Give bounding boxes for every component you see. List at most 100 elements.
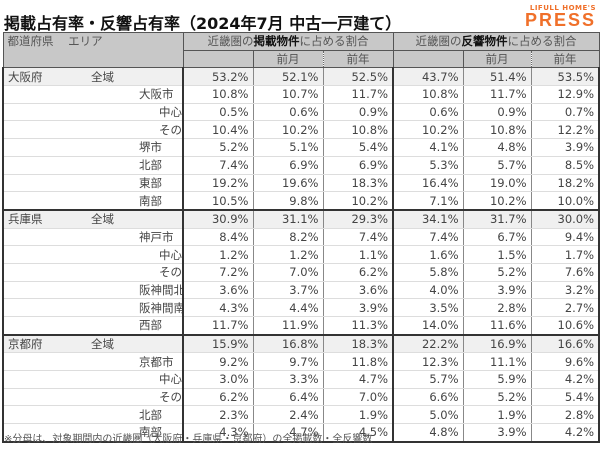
table-row: 兵庫県 全域 30.9% 31.1% 29.3% 34.1% 31.7% 30.0% (2, 209, 600, 229)
area-cell: 阪神間北部 (87, 281, 183, 300)
logo-big-text: PRESS (524, 10, 596, 30)
listing-prev-month-cell: 2.4% (252, 405, 323, 425)
listing-share-cell: 4.3% (182, 423, 253, 443)
listing-prev-month-cell: 19.6% (252, 174, 323, 193)
response-prev-month-cell: 5.9% (462, 370, 532, 389)
listing-prev-month-cell: 52.1% (252, 67, 323, 87)
lifull-homes-press-logo: LIFULL HOME'S PRESS (524, 4, 596, 30)
area-cell: 北部 (87, 405, 183, 425)
pref-cell (2, 298, 87, 317)
response-prev-month-cell: 31.7% (462, 209, 532, 229)
header-listing-current (182, 50, 254, 69)
table-row: 阪神間北部3.6%3.7%3.6%4.0%3.9%3.2% (2, 281, 600, 300)
listing-prev-year-cell: 3.9% (322, 298, 394, 317)
response-share-cell: 14.0% (392, 316, 464, 336)
area-cell: 中心6区 (87, 370, 183, 389)
share-table: 都道府県 エリア 近畿圏の掲載物件に占める割合 近畿圏の反響物件に占める割合 前… (2, 31, 600, 443)
header-listing-share: 近畿圏の掲載物件に占める割合 (182, 32, 394, 51)
listing-prev-year-cell: 5.4% (322, 138, 394, 157)
response-share-cell: 5.3% (392, 156, 464, 175)
header-listing-prev-month: 前月 (252, 49, 324, 69)
listing-share-cell: 4.3% (182, 298, 253, 317)
pref-cell (2, 138, 87, 157)
listing-prev-month-cell: 9.7% (252, 352, 323, 372)
pref-cell (2, 405, 87, 425)
response-prev-year-cell: 16.6% (530, 334, 600, 354)
listing-share-cell: 7.4% (182, 156, 253, 175)
area-cell: 北部 (87, 156, 183, 175)
table-row: 中心6区3.0%3.3%4.7%5.7%5.9%4.2% (2, 370, 600, 389)
response-share-cell: 4.8% (392, 423, 464, 443)
response-prev-year-cell: 0.7% (530, 103, 600, 122)
response-share-cell: 5.0% (392, 405, 464, 425)
listing-share-cell: 8.4% (182, 228, 253, 247)
response-prev-year-cell: 3.9% (530, 138, 600, 157)
response-share-cell: 3.5% (392, 298, 464, 317)
listing-prev-month-cell: 4.4% (252, 298, 323, 317)
listing-share-cell: 1.2% (182, 245, 253, 264)
area-cell: 大阪市 (87, 85, 183, 104)
listing-prev-month-cell: 4.7% (252, 423, 323, 443)
response-prev-month-cell: 1.5% (462, 245, 532, 264)
response-share-cell: 7.4% (392, 228, 464, 247)
pref-cell (2, 388, 87, 407)
response-share-cell: 5.8% (392, 263, 464, 282)
header-response-prev-month: 前月 (462, 49, 532, 69)
response-prev-year-cell: 1.7% (530, 245, 600, 264)
response-prev-year-cell: 9.4% (530, 228, 600, 247)
pref-cell (2, 423, 87, 443)
response-share-cell: 22.2% (392, 334, 464, 354)
response-prev-year-cell: 5.4% (530, 388, 600, 407)
listing-share-cell: 0.5% (182, 103, 253, 122)
listing-prev-year-cell: 52.5% (322, 67, 394, 87)
header-response-prev-year: 前年 (531, 49, 600, 69)
listing-prev-year-cell: 3.6% (322, 281, 394, 300)
response-share-cell: 10.2% (392, 120, 464, 140)
response-prev-month-cell: 0.9% (462, 103, 532, 122)
table-row: 北部 7.4% 6.9% 6.9% 5.3% 5.7% 8.5% (2, 156, 600, 175)
area-cell: 阪神間南部 (87, 298, 183, 317)
area-cell: 西部 (87, 316, 183, 336)
listing-share-cell: 11.7% (182, 316, 253, 336)
area-cell: 南部 (87, 423, 183, 443)
response-share-cell: 4.0% (392, 281, 464, 300)
table-row: その他区7.2%7.0%6.2%5.8%5.2%7.6% (2, 263, 600, 282)
listing-prev-year-cell: 7.4% (322, 228, 394, 247)
listing-prev-year-cell: 10.2% (322, 191, 394, 211)
pref-cell (2, 85, 87, 104)
listing-prev-month-cell: 3.7% (252, 281, 323, 300)
response-prev-year-cell: 7.6% (530, 263, 600, 282)
area-cell: その他区 (87, 263, 183, 282)
response-prev-year-cell: 2.8% (530, 405, 600, 425)
response-prev-year-cell: 53.5% (530, 67, 600, 87)
listing-share-cell: 3.0% (182, 370, 253, 389)
response-prev-year-cell: 12.2% (530, 120, 600, 140)
response-share-cell: 34.1% (392, 209, 464, 229)
area-cell: 東部 (87, 174, 183, 193)
listing-prev-year-cell: 11.7% (322, 85, 394, 104)
listing-prev-year-cell: 6.2% (322, 263, 394, 282)
listing-prev-year-cell: 4.7% (322, 370, 394, 389)
response-prev-month-cell: 11.1% (462, 352, 532, 372)
table-row: 南部 10.5% 9.8% 10.2% 7.1% 10.2% 10.0% (2, 191, 600, 211)
response-prev-year-cell: 3.2% (530, 281, 600, 300)
pref-cell: 大阪府 (2, 67, 87, 87)
table-row: 南部 4.3% 4.7% 4.5% 4.8% 3.9% 4.2% (2, 423, 600, 443)
area-cell: 堺市 (87, 138, 183, 157)
table-row: 西部 11.7% 11.9% 11.3% 14.0% 11.6% 10.6% (2, 316, 600, 336)
listing-prev-year-cell: 7.0% (322, 388, 394, 407)
response-prev-month-cell: 10.8% (462, 120, 532, 140)
table-row: 堺市 5.2% 5.1% 5.4% 4.1% 4.8% 3.9% (2, 138, 600, 157)
listing-share-cell: 19.2% (182, 174, 253, 193)
pref-cell: 兵庫県 (2, 209, 87, 229)
response-prev-month-cell: 19.0% (462, 174, 532, 193)
listing-prev-year-cell: 18.3% (322, 174, 394, 193)
response-share-cell: 0.6% (392, 103, 464, 122)
pref-cell (2, 263, 87, 282)
response-prev-year-cell: 4.2% (530, 370, 600, 389)
listing-prev-year-cell: 4.5% (322, 423, 394, 443)
pref-cell (2, 103, 87, 122)
listing-prev-year-cell: 29.3% (322, 209, 394, 229)
listing-prev-year-cell: 1.1% (322, 245, 394, 264)
listing-share-cell: 53.2% (182, 67, 253, 87)
